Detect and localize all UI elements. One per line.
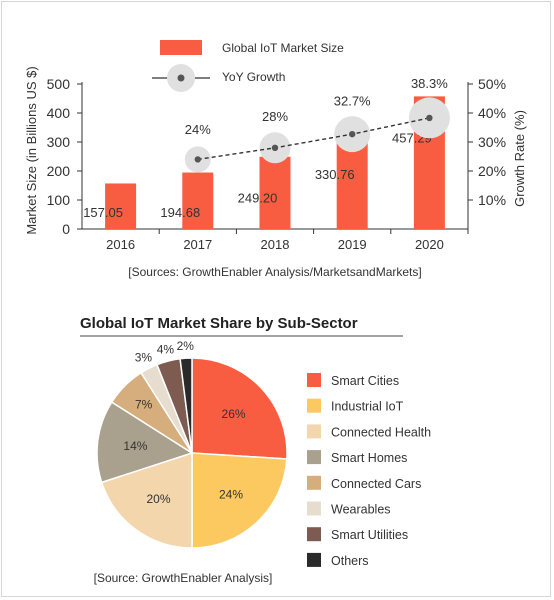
legend-line-label: YoY Growth: [222, 70, 285, 84]
pie-chart-title: Global IoT Market Share by Sub-Sector: [80, 315, 358, 332]
x-tick-label: 2016: [106, 237, 135, 252]
growth-value-label: 28%: [262, 109, 288, 124]
y-right-tick-label: 30%: [478, 134, 506, 150]
y-right-tick-label: 50%: [478, 76, 506, 92]
y-tick-label: 100: [47, 192, 71, 208]
market-size-combo-chart: Global IoT Market Size YoY Growth 0 100 200 3…: [24, 40, 527, 279]
bar-2016: [105, 183, 137, 229]
bar-2018: [259, 156, 291, 229]
y-right-tick-label: 40%: [478, 105, 506, 121]
x-tick-label: 2018: [261, 237, 290, 252]
y-axis-label: Market Size (in Billions US $): [24, 66, 39, 234]
bar-value-label: 330.76: [315, 167, 355, 182]
growth-value-label: 38.3%: [411, 76, 448, 91]
legend-marker: [177, 74, 185, 82]
y-right-tick-label: 20%: [478, 163, 506, 179]
bar-2017: [182, 172, 214, 229]
bar-value-label: 194.68: [160, 205, 200, 220]
bar-chart-source: [Sources: GrowthEnabler Analysis/Markets…: [128, 265, 421, 279]
y-right-tick-label: 10%: [478, 192, 506, 208]
y-tick-label: 300: [47, 134, 71, 150]
y-tick-label: 400: [47, 105, 71, 121]
x-tick-label: 2019: [338, 237, 367, 252]
y-tick-label: 500: [47, 76, 71, 92]
x-tick-label: 2017: [183, 237, 212, 252]
bar-value-label: 157.05: [83, 205, 123, 220]
growth-point: [194, 156, 201, 163]
growth-point: [349, 130, 356, 138]
y-tick-label: 0: [62, 221, 70, 237]
growth-value-label: 24%: [185, 122, 211, 137]
bar-value-label: 249.20: [238, 191, 278, 206]
y-right-axis-label: Growth Rate (%): [512, 110, 527, 207]
growth-point: [426, 114, 433, 122]
growth-point: [271, 144, 279, 151]
y-tick-label: 200: [47, 163, 71, 179]
x-tick-label: 2020: [415, 237, 444, 252]
legend-bar-swatch: [160, 40, 202, 55]
growth-value-label: 32.7%: [334, 94, 371, 109]
legend-bar-label: Global IoT Market Size: [222, 41, 344, 55]
